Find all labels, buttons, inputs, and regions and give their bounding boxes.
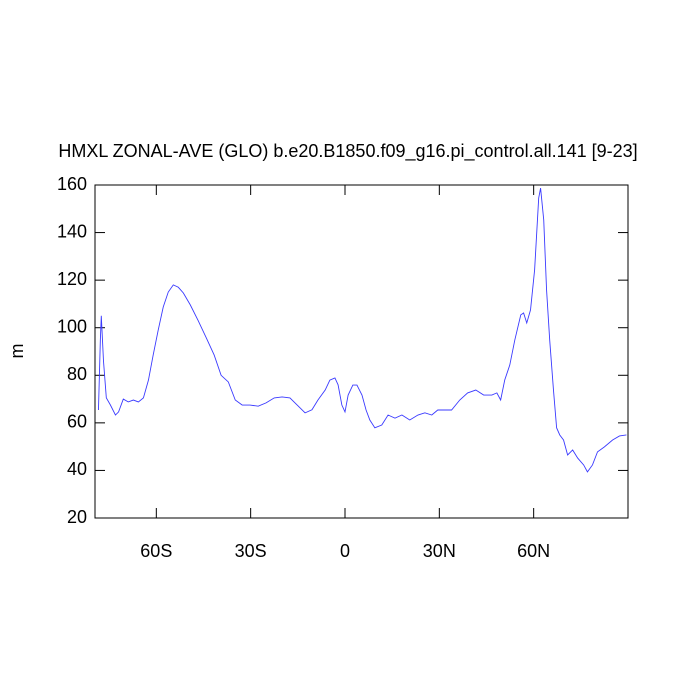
x-tick-label: 30N (423, 541, 456, 561)
y-tick-label: 140 (57, 221, 87, 241)
data-line (98, 188, 627, 473)
y-tick-label: 40 (67, 459, 87, 479)
y-tick-label: 100 (57, 316, 87, 336)
y-tick-label: 60 (67, 412, 87, 432)
chart-title: HMXL ZONAL-AVE (GLO) b.e20.B1850.f09_g16… (58, 141, 637, 162)
x-tick-label: 60S (140, 541, 172, 561)
y-axis-label: m (7, 344, 27, 359)
x-tick-label: 30S (235, 541, 267, 561)
y-tick-label: 80 (67, 364, 87, 384)
y-tick-label: 160 (57, 174, 87, 194)
plot-frame (94, 184, 629, 519)
y-tick-label: 120 (57, 269, 87, 289)
x-tick-label: 0 (340, 541, 350, 561)
y-tick-label: 20 (67, 507, 87, 527)
x-tick-label: 60N (517, 541, 550, 561)
